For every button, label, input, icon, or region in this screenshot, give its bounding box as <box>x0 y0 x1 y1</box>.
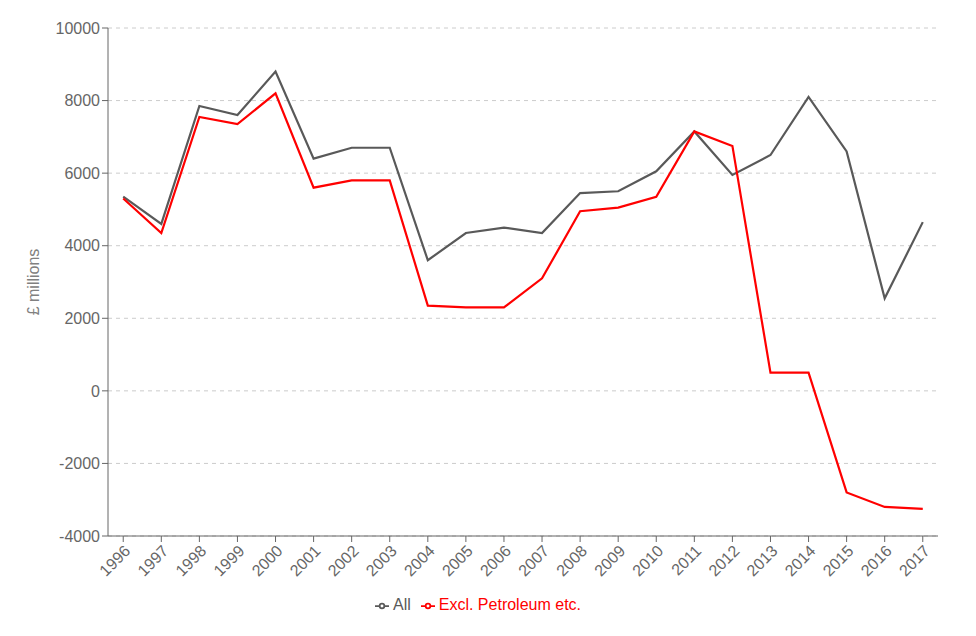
svg-text:10000: 10000 <box>56 20 101 37</box>
svg-text:2013: 2013 <box>743 542 780 579</box>
html-text:All: All <box>393 596 411 613</box>
html-text:Excl. Petroleum etc.: Excl. Petroleum etc. <box>438 596 581 613</box>
svg-text:2007: 2007 <box>515 542 552 579</box>
svg-text:2012: 2012 <box>705 542 742 579</box>
svg-text:2010: 2010 <box>629 542 666 579</box>
svg-text:2004: 2004 <box>401 542 438 579</box>
svg-text:2009: 2009 <box>591 542 628 579</box>
svg-text:2016: 2016 <box>858 542 895 579</box>
svg-text:1997: 1997 <box>134 542 171 579</box>
svg-text:2008: 2008 <box>553 542 590 579</box>
svg-text:6000: 6000 <box>64 165 100 182</box>
svg-text:2015: 2015 <box>820 542 857 579</box>
svg-text:1999: 1999 <box>210 542 247 579</box>
svg-text:2001: 2001 <box>287 542 324 579</box>
svg-text:2017: 2017 <box>896 542 933 579</box>
svg-text:2003: 2003 <box>363 542 400 579</box>
svg-text:8000: 8000 <box>64 92 100 109</box>
svg-text:£ millions: £ millions <box>25 249 42 316</box>
svg-text:1996: 1996 <box>96 542 133 579</box>
svg-text:2014: 2014 <box>782 542 819 579</box>
svg-text:-4000: -4000 <box>59 528 100 545</box>
svg-text:2011: 2011 <box>668 542 704 578</box>
svg-text:0: 0 <box>91 383 100 400</box>
svg-text:2005: 2005 <box>439 542 476 579</box>
svg-text:-2000: -2000 <box>59 455 100 472</box>
svg-text:1998: 1998 <box>172 542 209 579</box>
svg-text:2002: 2002 <box>325 542 362 579</box>
svg-text:2000: 2000 <box>248 542 285 579</box>
svg-text:4000: 4000 <box>64 237 100 254</box>
svg-text:2000: 2000 <box>64 310 100 327</box>
svg-text:2006: 2006 <box>477 542 514 579</box>
